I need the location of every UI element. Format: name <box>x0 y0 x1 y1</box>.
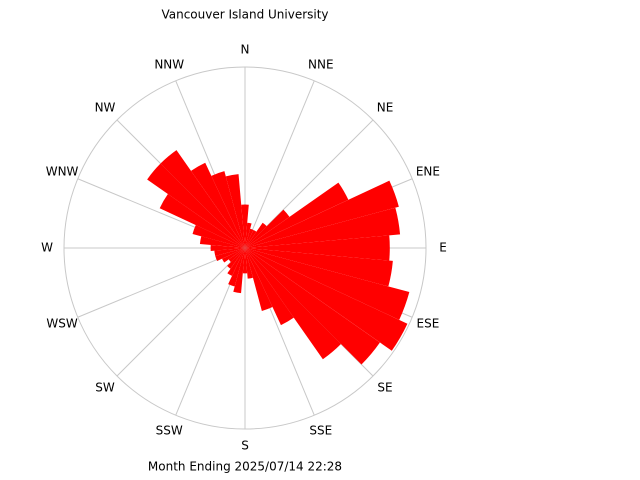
direction-label: SSE <box>309 423 332 437</box>
spoke <box>244 80 315 249</box>
chart-title: Vancouver Island University <box>161 8 328 22</box>
wedge <box>242 248 248 274</box>
wedge <box>245 180 399 248</box>
direction-label: SSW <box>156 423 183 437</box>
wedge <box>245 248 341 360</box>
wedge <box>159 194 245 248</box>
wedge <box>245 248 408 351</box>
wedge <box>192 225 245 248</box>
wedge <box>222 248 245 263</box>
wedge <box>245 222 267 248</box>
wedge <box>245 248 273 311</box>
wedge <box>199 236 245 248</box>
wedge <box>245 248 380 365</box>
wedge <box>245 229 257 248</box>
direction-label: WNW <box>46 165 79 179</box>
wedge <box>214 248 245 256</box>
direction-label: NNE <box>308 58 334 72</box>
direction-label: ENE <box>416 165 440 179</box>
wedge <box>225 174 245 248</box>
wedge <box>241 204 249 248</box>
wedge <box>211 171 245 248</box>
wedge <box>228 248 245 287</box>
wedge <box>245 182 349 248</box>
wedge <box>245 222 252 248</box>
wedge <box>245 248 393 287</box>
direction-label: SW <box>95 381 115 395</box>
wedge <box>227 248 245 276</box>
direction-label: ESE <box>417 316 440 330</box>
direction-label: NW <box>95 100 116 114</box>
direction-label: S <box>241 439 249 453</box>
wedge <box>228 248 245 263</box>
wedge <box>160 150 245 248</box>
direction-label: E <box>439 241 447 255</box>
direction-label: W <box>41 241 53 255</box>
chart-footer: Month Ending 2025/07/14 22:28 <box>148 460 342 474</box>
direction-label: N <box>241 43 250 57</box>
wedge <box>233 248 245 294</box>
wedge <box>227 248 245 269</box>
wedge <box>245 228 254 248</box>
wedge <box>245 235 390 261</box>
wedge <box>245 248 253 279</box>
wedge <box>210 245 245 251</box>
wedge <box>245 207 401 248</box>
wedge <box>245 248 410 320</box>
wedge <box>147 163 245 248</box>
wedge <box>191 162 245 248</box>
spoke <box>116 247 246 377</box>
direction-label: WSW <box>46 316 77 330</box>
direction-label: SE <box>377 381 392 395</box>
wedge <box>245 209 290 248</box>
wedge <box>245 248 294 326</box>
wedge <box>215 248 245 262</box>
direction-label: NE <box>377 100 394 114</box>
direction-label: NNW <box>154 58 184 72</box>
